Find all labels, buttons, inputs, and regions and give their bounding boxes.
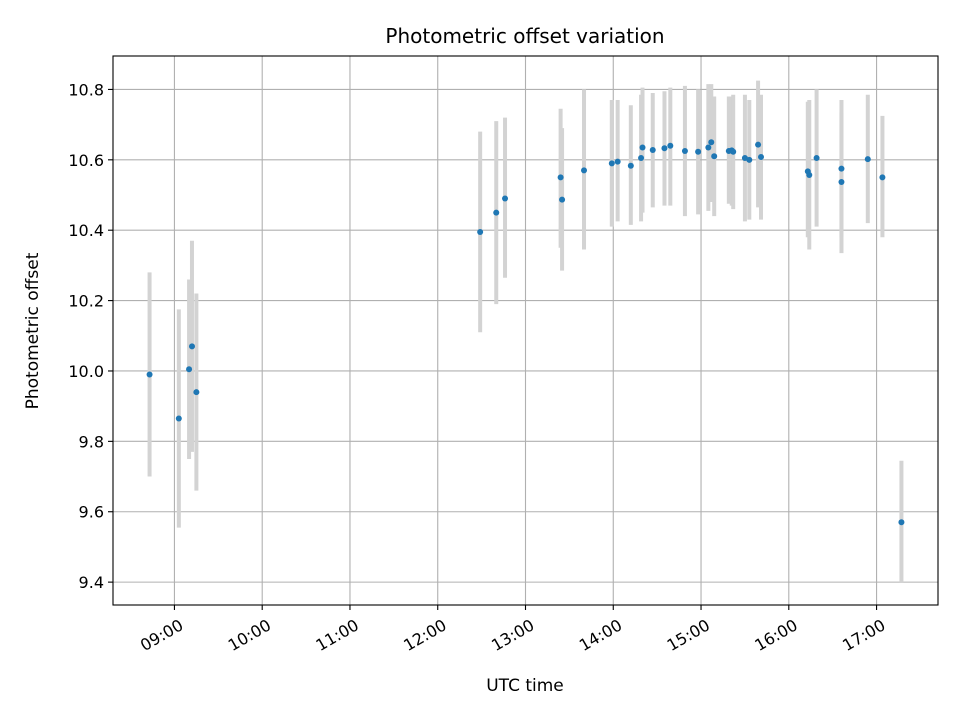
data-point <box>649 146 656 153</box>
data-point <box>502 195 509 202</box>
data-point <box>813 155 820 162</box>
data-point <box>755 141 762 148</box>
data-point <box>711 153 718 160</box>
data-point <box>608 160 615 167</box>
data-point <box>188 343 195 350</box>
data-point <box>898 519 905 526</box>
data-point <box>705 144 712 151</box>
data-point <box>186 366 193 373</box>
y-tick-label: 10.4 <box>68 221 104 240</box>
data-point <box>581 167 588 174</box>
data-point <box>681 148 688 155</box>
data-point <box>695 148 702 155</box>
data-point <box>708 139 715 146</box>
y-tick-label: 10.8 <box>68 80 104 99</box>
y-tick-label: 10.6 <box>68 151 104 170</box>
y-axis-title: Photometric offset <box>23 252 43 409</box>
y-tick-label: 9.4 <box>79 573 104 592</box>
data-point <box>493 209 500 216</box>
data-point <box>557 174 564 181</box>
data-point <box>627 162 634 169</box>
data-point <box>477 228 484 235</box>
data-point <box>879 174 886 181</box>
data-point <box>559 196 566 203</box>
data-point <box>193 389 200 396</box>
y-tick-label: 10.0 <box>68 362 104 381</box>
chart-title: Photometric offset variation <box>385 24 664 48</box>
data-point <box>638 155 645 162</box>
x-axis-title: UTC time <box>486 676 564 696</box>
y-axis-ticks: 9.4 9.6 9.8 10.0 10.2 10.4 10.6 10.8 <box>68 80 113 592</box>
data-point <box>864 156 871 163</box>
data-point <box>175 415 182 422</box>
y-tick-label: 10.2 <box>68 292 104 311</box>
data-point <box>838 165 845 172</box>
data-point <box>806 171 813 178</box>
grid-lines <box>113 56 938 605</box>
data-point <box>758 154 765 161</box>
data-point <box>667 142 674 149</box>
y-tick-label: 9.8 <box>79 432 104 451</box>
data-point <box>730 148 737 155</box>
data-points <box>146 139 905 526</box>
data-point <box>614 158 621 165</box>
data-point <box>661 145 668 152</box>
y-tick-label: 9.6 <box>79 503 104 522</box>
data-point <box>639 144 646 151</box>
data-point <box>746 156 753 163</box>
data-point <box>838 178 845 185</box>
data-point <box>146 371 153 378</box>
